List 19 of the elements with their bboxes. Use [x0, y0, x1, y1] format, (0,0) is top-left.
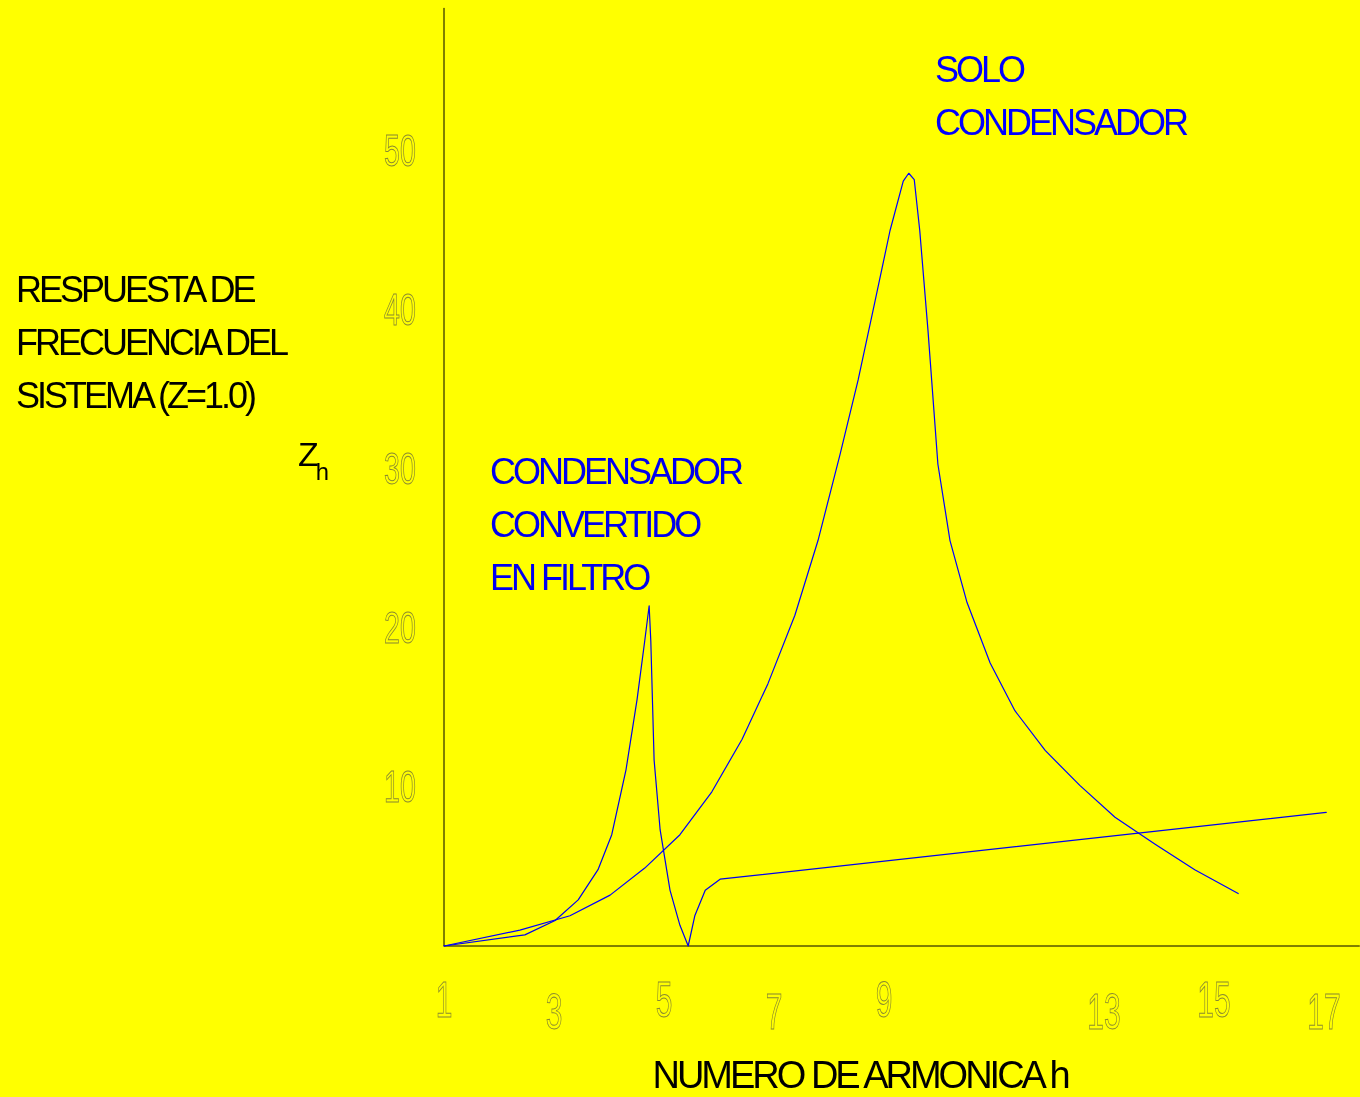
y-axis-title: RESPUESTA DE FRECUENCIA DEL SISTEMA (Z=1.0) [16, 269, 289, 416]
text: Z$_{h}$ [298, 435, 328, 485]
x-axis-title: NUMERO DE ARMONICA h [652, 1054, 1069, 1096]
x-tick-label: 9 [875, 972, 893, 1028]
series-label: SOLO CONDENSADOR [935, 49, 1189, 143]
x-tick-label: 7 [765, 984, 783, 1040]
y-tick-label: 50 [384, 126, 416, 176]
line-series [443, 605, 1327, 947]
x-tick-label: 3 [545, 984, 563, 1040]
y-tick-label: 10 [384, 762, 416, 812]
x-tick-label: 5 [655, 972, 673, 1028]
text: CONDENSADOR CONVERTIDO EN FILTRO [490, 451, 744, 598]
y-tick-label: 30 [384, 444, 416, 494]
x-tick-label: 13 [1087, 984, 1121, 1040]
y-tick-label: 40 [384, 285, 416, 335]
x-tick-label: 1 [435, 972, 453, 1028]
y-tick-label: 20 [384, 603, 416, 653]
x-tick-label: 17 [1307, 984, 1341, 1040]
x-tick-label: 15 [1197, 972, 1231, 1028]
